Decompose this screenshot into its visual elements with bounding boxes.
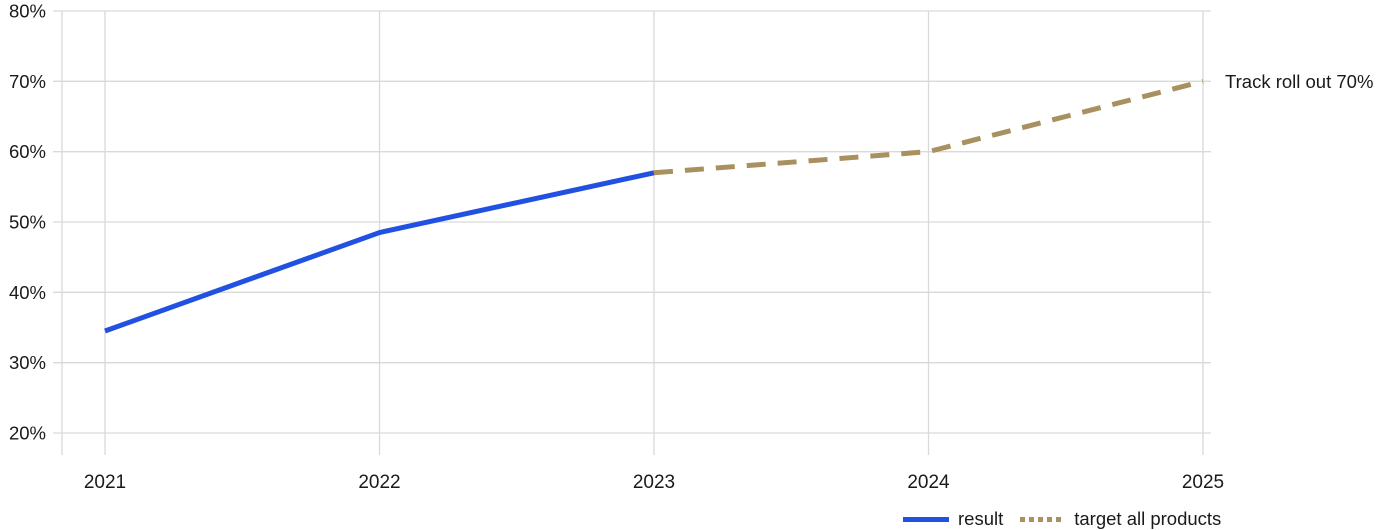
y-axis-label: 70% (9, 71, 46, 92)
legend-swatch-result-line-icon (903, 516, 949, 522)
legend-label-result: result (958, 508, 1004, 529)
legend-item-result: result (903, 508, 1003, 530)
x-axis-label: 2025 (1182, 472, 1224, 493)
x-axis-label: 2023 (633, 472, 675, 493)
y-axis-label: 60% (9, 141, 46, 162)
legend-item-target: target all products (1020, 508, 1221, 530)
y-axis-label: 20% (9, 423, 46, 444)
annotation-track-rollout: Track roll out 70% (1225, 71, 1374, 92)
x-axis-label: 2024 (907, 472, 950, 493)
y-axis-label: 80% (9, 1, 46, 22)
series-line-result (104, 170, 655, 334)
legend-label-target: target all products (1074, 508, 1222, 529)
y-axis-label: 40% (9, 282, 46, 303)
y-axis-label: 30% (9, 352, 46, 373)
x-axis-label: 2022 (358, 472, 400, 493)
x-axis-label: 2021 (84, 472, 126, 493)
y-axis-label: 50% (9, 212, 46, 233)
legend-swatch-target-dotted-icon (1020, 516, 1066, 522)
legend: result target all products (903, 508, 1221, 530)
